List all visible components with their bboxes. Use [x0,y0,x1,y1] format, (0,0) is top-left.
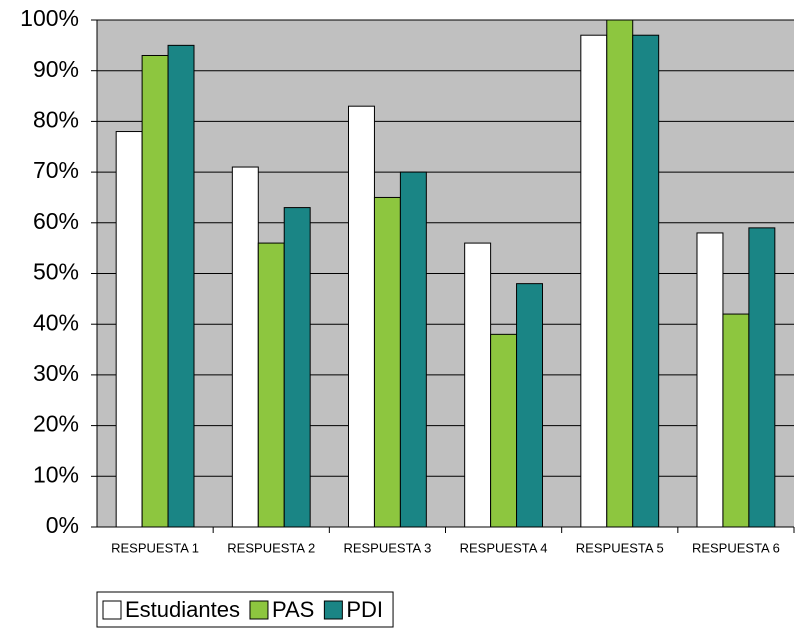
y-tick-label: 80% [33,106,79,132]
x-tick-label: RESPUESTA 3 [343,540,431,555]
legend-label: PAS [272,597,314,622]
bar [283,207,311,528]
bar [748,227,776,528]
bar [722,313,750,528]
bar [464,242,492,528]
legend [96,591,394,628]
bar [141,54,169,528]
y-tick-label: 10% [33,461,79,487]
x-tick-label: RESPUESTA 5 [576,540,664,555]
bar [231,166,259,528]
y-tick-label: 0% [46,512,79,538]
x-tick-label: RESPUESTA 6 [692,540,780,555]
bar [115,131,143,528]
y-tick-label: 40% [33,309,79,335]
x-tick-label: RESPUESTA 4 [460,540,548,555]
bar [696,232,724,528]
y-tick-label: 20% [33,411,79,437]
bar [399,171,427,528]
bar [632,34,660,528]
legend-label: Estudiantes [125,597,240,622]
bar [580,34,608,528]
y-tick-label: 60% [33,208,79,234]
legend-label: PDI [346,597,383,622]
bar [348,105,375,528]
bar [516,283,543,528]
x-tick-label: RESPUESTA 2 [227,540,315,555]
x-tick-label: RESPUESTA 1 [111,540,199,555]
bar [373,196,401,528]
bar [606,19,634,528]
y-tick-label: 50% [33,259,79,285]
legend-swatch [102,600,122,620]
y-tick-label: 70% [33,157,79,183]
bar [257,242,285,528]
y-tick-label: 30% [33,360,79,386]
legend-swatch [323,600,343,620]
bar [167,44,195,528]
y-tick-label: 90% [33,56,79,82]
y-tick-label: 100% [20,5,79,31]
bar [490,333,518,528]
legend-swatch [249,600,269,620]
